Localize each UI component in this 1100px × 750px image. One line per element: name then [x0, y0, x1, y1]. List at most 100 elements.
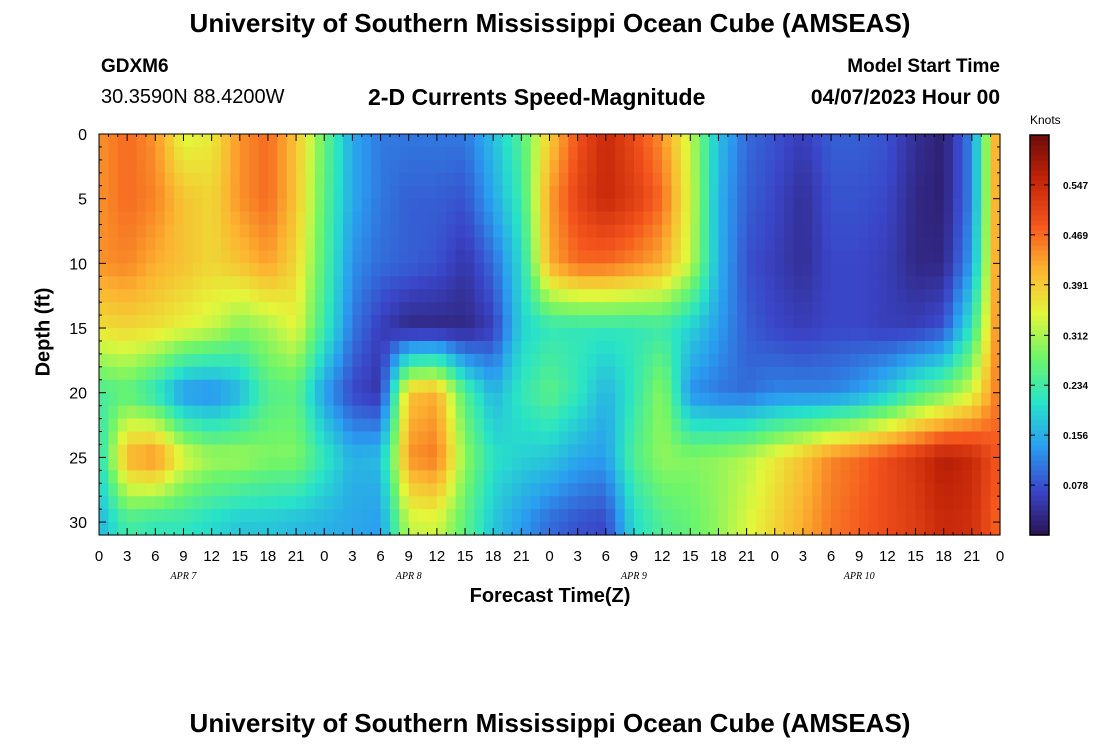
- heatmap-cell: [117, 483, 128, 497]
- heatmap-cell: [436, 328, 447, 342]
- heatmap-cell: [624, 172, 635, 187]
- heatmap-cell: [502, 159, 513, 174]
- heatmap-cell: [727, 185, 738, 200]
- heatmap-cell: [784, 392, 795, 407]
- heatmap-cell: [549, 431, 560, 446]
- heatmap-cell: [249, 366, 260, 381]
- heatmap-cell: [746, 496, 757, 510]
- heatmap-cell: [511, 483, 522, 497]
- heatmap-cell: [127, 289, 138, 303]
- heatmap-cell: [615, 146, 626, 161]
- heatmap-cell: [568, 211, 579, 226]
- heatmap-cell: [624, 159, 635, 174]
- heatmap-cell: [230, 483, 241, 497]
- heatmap-cell: [314, 289, 325, 303]
- heatmap-cell: [221, 496, 231, 510]
- heatmap-cell: [662, 302, 673, 316]
- heatmap-cell: [906, 470, 917, 484]
- heatmap-cell: [718, 263, 729, 277]
- heatmap-cell: [117, 496, 128, 510]
- heatmap-cell: [990, 289, 1001, 303]
- heatmap-cell: [821, 457, 832, 471]
- heatmap-cell: [361, 328, 372, 342]
- heatmap-cell: [662, 250, 673, 264]
- heatmap-cell: [511, 353, 522, 368]
- colorbar-swatch: [1030, 490, 1049, 496]
- heatmap-cell: [408, 379, 419, 394]
- heatmap-cell: [267, 470, 278, 484]
- heatmap-cell: [493, 302, 504, 316]
- heatmap-cell: [568, 315, 579, 329]
- heatmap-cell: [343, 289, 354, 303]
- heatmap-cell: [502, 328, 513, 342]
- heatmap-cell: [868, 418, 879, 433]
- heatmap-cell: [389, 431, 400, 446]
- heatmap-cell: [784, 146, 795, 161]
- heatmap-cell: [361, 418, 372, 433]
- heatmap-cell: [267, 146, 278, 161]
- heatmap-cell: [718, 250, 729, 264]
- heatmap-cell: [624, 366, 635, 381]
- heatmap-cell: [821, 237, 832, 252]
- heatmap-cell: [183, 483, 194, 497]
- heatmap-cell: [774, 444, 785, 458]
- heatmap-cell: [793, 366, 804, 381]
- heatmap-cell: [821, 496, 832, 510]
- heatmap-cell: [352, 379, 363, 394]
- heatmap-cell: [765, 509, 776, 523]
- heatmap-cell: [624, 263, 635, 277]
- heatmap-cell: [652, 224, 663, 239]
- heatmap-cell: [924, 470, 935, 484]
- heatmap-cell: [296, 522, 307, 536]
- heatmap-cell: [746, 470, 757, 484]
- heatmap-cell: [221, 366, 231, 381]
- heatmap-cell: [305, 224, 316, 239]
- heatmap-cell: [389, 379, 400, 394]
- heatmap-cell: [230, 366, 241, 381]
- heatmap-cell: [577, 470, 588, 484]
- heatmap-cell: [662, 496, 673, 510]
- heatmap-cell: [99, 353, 109, 368]
- heatmap-cell: [380, 289, 391, 303]
- heatmap-cell: [389, 198, 400, 213]
- heatmap-cell: [333, 315, 344, 329]
- heatmap-cell: [849, 198, 860, 213]
- heatmap-cell: [530, 276, 541, 290]
- heatmap-cell: [465, 483, 476, 497]
- heatmap-cell: [934, 146, 945, 161]
- heatmap-cell: [117, 509, 128, 523]
- heatmap-cell: [624, 198, 635, 213]
- heatmap-cell: [605, 392, 616, 407]
- heatmap-cell: [540, 444, 551, 458]
- heatmap-cell: [709, 418, 720, 433]
- heatmap-cell: [521, 172, 532, 187]
- heatmap-cell: [408, 185, 419, 200]
- heatmap-cell: [577, 198, 588, 213]
- heatmap-cell: [737, 496, 748, 510]
- heatmap-cell: [605, 263, 616, 277]
- heatmap-cell: [427, 366, 438, 381]
- heatmap-cell: [868, 263, 879, 277]
- heatmap-cell: [774, 185, 785, 200]
- heatmap-cell: [746, 405, 757, 420]
- heatmap-cell: [971, 263, 982, 277]
- heatmap-cell: [690, 263, 701, 277]
- heatmap-cell: [859, 496, 870, 510]
- heatmap-cell: [286, 496, 297, 510]
- heatmap-cell: [596, 418, 607, 433]
- heatmap-cell: [962, 353, 973, 368]
- heatmap-cell: [511, 328, 522, 342]
- heatmap-cell: [296, 289, 307, 303]
- heatmap-cell: [906, 431, 917, 446]
- heatmap-cell: [690, 353, 701, 368]
- heatmap-cell: [981, 146, 992, 161]
- heatmap-cell: [849, 483, 860, 497]
- heatmap-cell: [145, 483, 156, 497]
- heatmap-cell: [690, 146, 701, 161]
- heatmap-cell: [784, 289, 795, 303]
- heatmap-cell: [877, 470, 888, 484]
- heatmap-cell: [680, 172, 691, 187]
- heatmap-cell: [127, 185, 138, 200]
- heatmap-cell: [840, 134, 851, 148]
- heatmap-cell: [408, 483, 419, 497]
